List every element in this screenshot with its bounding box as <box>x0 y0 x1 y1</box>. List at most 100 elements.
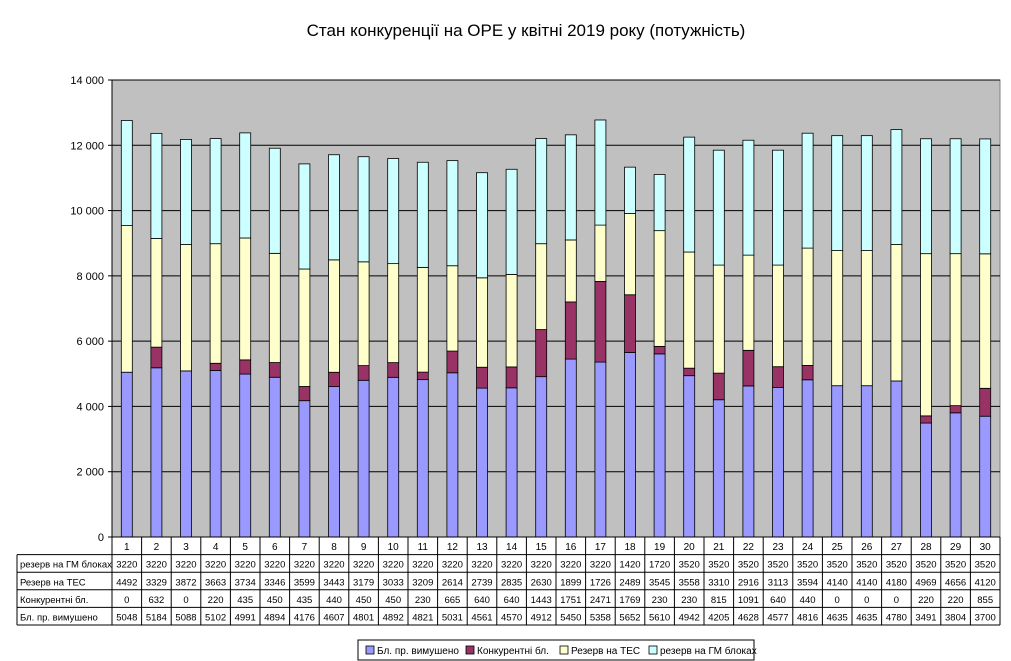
bar-segment <box>772 149 784 266</box>
bar-segment <box>209 243 222 364</box>
bar-segment <box>772 387 784 538</box>
data-table: 1 2 3 4 5 6 7 8 9 10 11 12 13 14 15 16 17 18 19 20 21 22 23 24 2… <box>16 536 1001 626</box>
bar-segment <box>979 253 992 389</box>
bar-segment <box>564 134 577 241</box>
bar-segment <box>416 371 429 381</box>
bar-segment <box>801 365 814 381</box>
data-label: 4180 <box>886 577 907 588</box>
data-label: 0 <box>835 595 840 606</box>
x-tick-label: 20 <box>684 542 696 553</box>
bar-segment <box>801 379 814 538</box>
data-label: 1899 <box>560 577 581 588</box>
x-tick-label: 9 <box>361 542 367 553</box>
bar-segment <box>594 361 607 538</box>
data-label: 1091 <box>738 595 759 606</box>
x-tick-label: 13 <box>476 542 488 553</box>
x-tick-label: 10 <box>388 542 400 553</box>
legend-label: Конкурентні бл. <box>477 645 549 657</box>
bar-segment <box>328 386 340 538</box>
data-label: 3033 <box>383 577 404 588</box>
y-tick-label: 6 000 <box>76 336 104 348</box>
bar-segment <box>150 132 163 239</box>
bar-segment <box>624 294 636 353</box>
bar-segment <box>860 385 873 538</box>
data-label: 3520 <box>679 560 700 571</box>
data-label: 855 <box>977 595 993 606</box>
data-label: 3491 <box>915 613 936 624</box>
data-label: 230 <box>415 595 431 606</box>
bar-segment <box>742 349 755 387</box>
legend: Бл. пр. вимушено Конкурентні бл. Резерв на… <box>357 639 757 661</box>
x-tick-label: 17 <box>595 542 607 553</box>
data-label: 435 <box>237 595 253 606</box>
data-label: 3520 <box>738 560 759 571</box>
bar-segment <box>683 367 696 377</box>
legend-box <box>357 639 755 661</box>
x-tick-label: 2 <box>154 542 160 553</box>
bar-segment <box>120 225 133 373</box>
data-label: 3220 <box>116 560 137 571</box>
y-tick-label: 12 000 <box>70 140 104 152</box>
bar-segment <box>772 366 784 388</box>
data-label: 4894 <box>264 613 285 624</box>
bar-segment <box>564 239 577 303</box>
bars <box>120 119 992 538</box>
data-label: 3179 <box>353 577 374 588</box>
bar-segment <box>653 345 666 355</box>
data-label: 3209 <box>412 577 433 588</box>
bar-segment <box>387 376 400 538</box>
data-label: 1726 <box>590 577 611 588</box>
data-label: 5450 <box>560 613 581 624</box>
x-tick-label: 8 <box>331 542 337 553</box>
bar-segment <box>860 135 873 251</box>
bar-segment <box>120 120 133 226</box>
data-label: 640 <box>770 595 786 606</box>
data-label: 440 <box>800 595 816 606</box>
bar-segment <box>860 250 873 387</box>
bar-segment <box>505 387 518 538</box>
bar-segment <box>979 387 992 417</box>
x-tick-label: 15 <box>536 542 548 553</box>
bar-segment <box>209 362 222 371</box>
legend-label: Бл. пр. вимушено <box>377 646 459 657</box>
data-label: 0 <box>124 595 129 606</box>
bar-segment <box>416 379 429 538</box>
bar-segment <box>268 376 281 538</box>
data-label: 3220 <box>264 560 285 571</box>
bar-segment <box>446 265 459 352</box>
bar-segment <box>268 147 281 254</box>
bar-segment <box>180 139 192 245</box>
bar-segment <box>535 329 548 378</box>
bar-segment <box>446 160 459 267</box>
bar-segment <box>476 172 488 279</box>
bar-segment <box>150 367 163 538</box>
data-label: 4120 <box>975 577 996 588</box>
x-tick-label: 25 <box>832 542 844 553</box>
data-label: 3663 <box>205 577 226 588</box>
bar-segment <box>949 412 962 538</box>
data-label: 640 <box>504 595 520 606</box>
data-label: 230 <box>681 595 697 606</box>
data-label: 3599 <box>294 577 315 588</box>
data-label: 3220 <box>412 560 433 571</box>
data-label: 2614 <box>442 577 463 588</box>
x-tick-label: 28 <box>920 542 932 553</box>
bar-segment <box>831 135 844 251</box>
legend-label: Резерв на ТЕС <box>571 646 640 657</box>
data-label: 3804 <box>945 613 966 624</box>
bar-segment <box>180 244 192 372</box>
bar-segment <box>653 174 666 232</box>
bar-segment <box>387 263 400 364</box>
data-label: 1420 <box>619 560 640 571</box>
bar-segment <box>209 138 222 245</box>
data-label: 5184 <box>146 613 167 624</box>
bar-segment <box>594 224 607 282</box>
y-tick-label: 0 <box>98 532 104 544</box>
bar-segment <box>979 138 992 255</box>
data-label: 3520 <box>856 560 877 571</box>
data-label: 4821 <box>412 613 433 624</box>
x-tick-label: 3 <box>183 542 189 553</box>
data-label: 4628 <box>738 613 759 624</box>
data-label: 3220 <box>205 560 226 571</box>
bar-segment <box>979 415 992 538</box>
